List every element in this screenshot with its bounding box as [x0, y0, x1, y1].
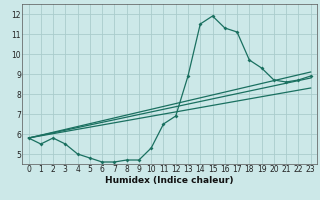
X-axis label: Humidex (Indice chaleur): Humidex (Indice chaleur)	[105, 176, 234, 185]
